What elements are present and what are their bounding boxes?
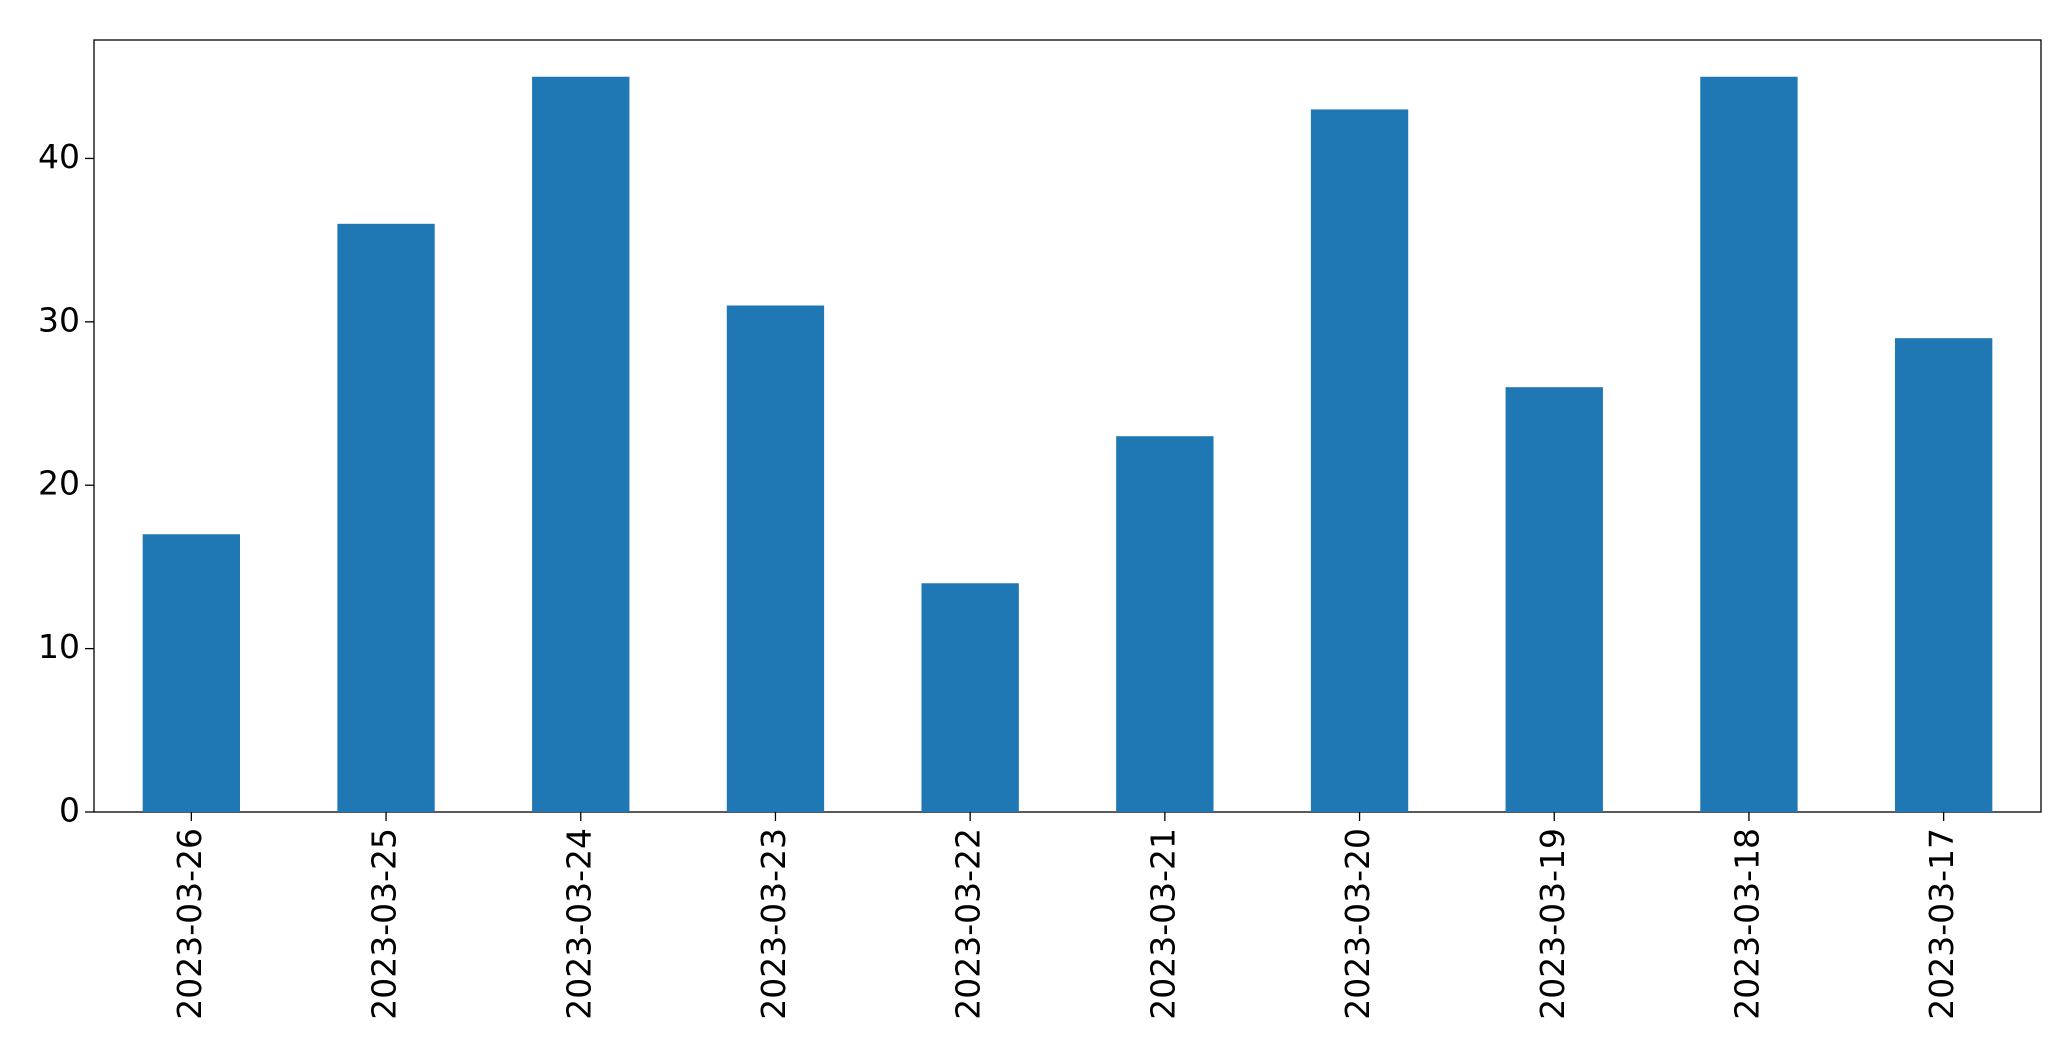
bar (532, 76, 630, 812)
y-tick-label: 0 (59, 791, 80, 830)
y-tick-label: 40 (38, 137, 80, 176)
x-tick-label: 2023-03-20 (1338, 828, 1377, 1020)
x-tick-label: 2023-03-21 (1143, 828, 1182, 1020)
bar (1505, 387, 1603, 812)
bar (142, 534, 241, 812)
bar (921, 583, 1019, 812)
x-tick-label: 2023-03-22 (949, 828, 988, 1020)
bar (1700, 76, 1798, 812)
x-tick-label: 2023-03-25 (365, 828, 404, 1020)
bar (1310, 109, 1409, 813)
x-tick-label: 2023-03-17 (1922, 828, 1961, 1020)
x-tick-label: 2023-03-18 (1727, 828, 1766, 1020)
x-tick-label: 2023-03-19 (1533, 828, 1572, 1020)
bar (726, 305, 825, 812)
bar (337, 223, 435, 813)
x-tick-label: 2023-03-26 (170, 828, 209, 1020)
y-tick-label: 20 (38, 464, 80, 503)
y-tick-label: 10 (38, 627, 80, 666)
bar (1894, 338, 1993, 812)
y-tick-label: 30 (38, 300, 80, 339)
plot-frame (93, 39, 2042, 813)
bar (1116, 436, 1214, 812)
x-tick-label: 2023-03-24 (559, 828, 598, 1020)
x-tick-label: 2023-03-23 (754, 828, 793, 1020)
